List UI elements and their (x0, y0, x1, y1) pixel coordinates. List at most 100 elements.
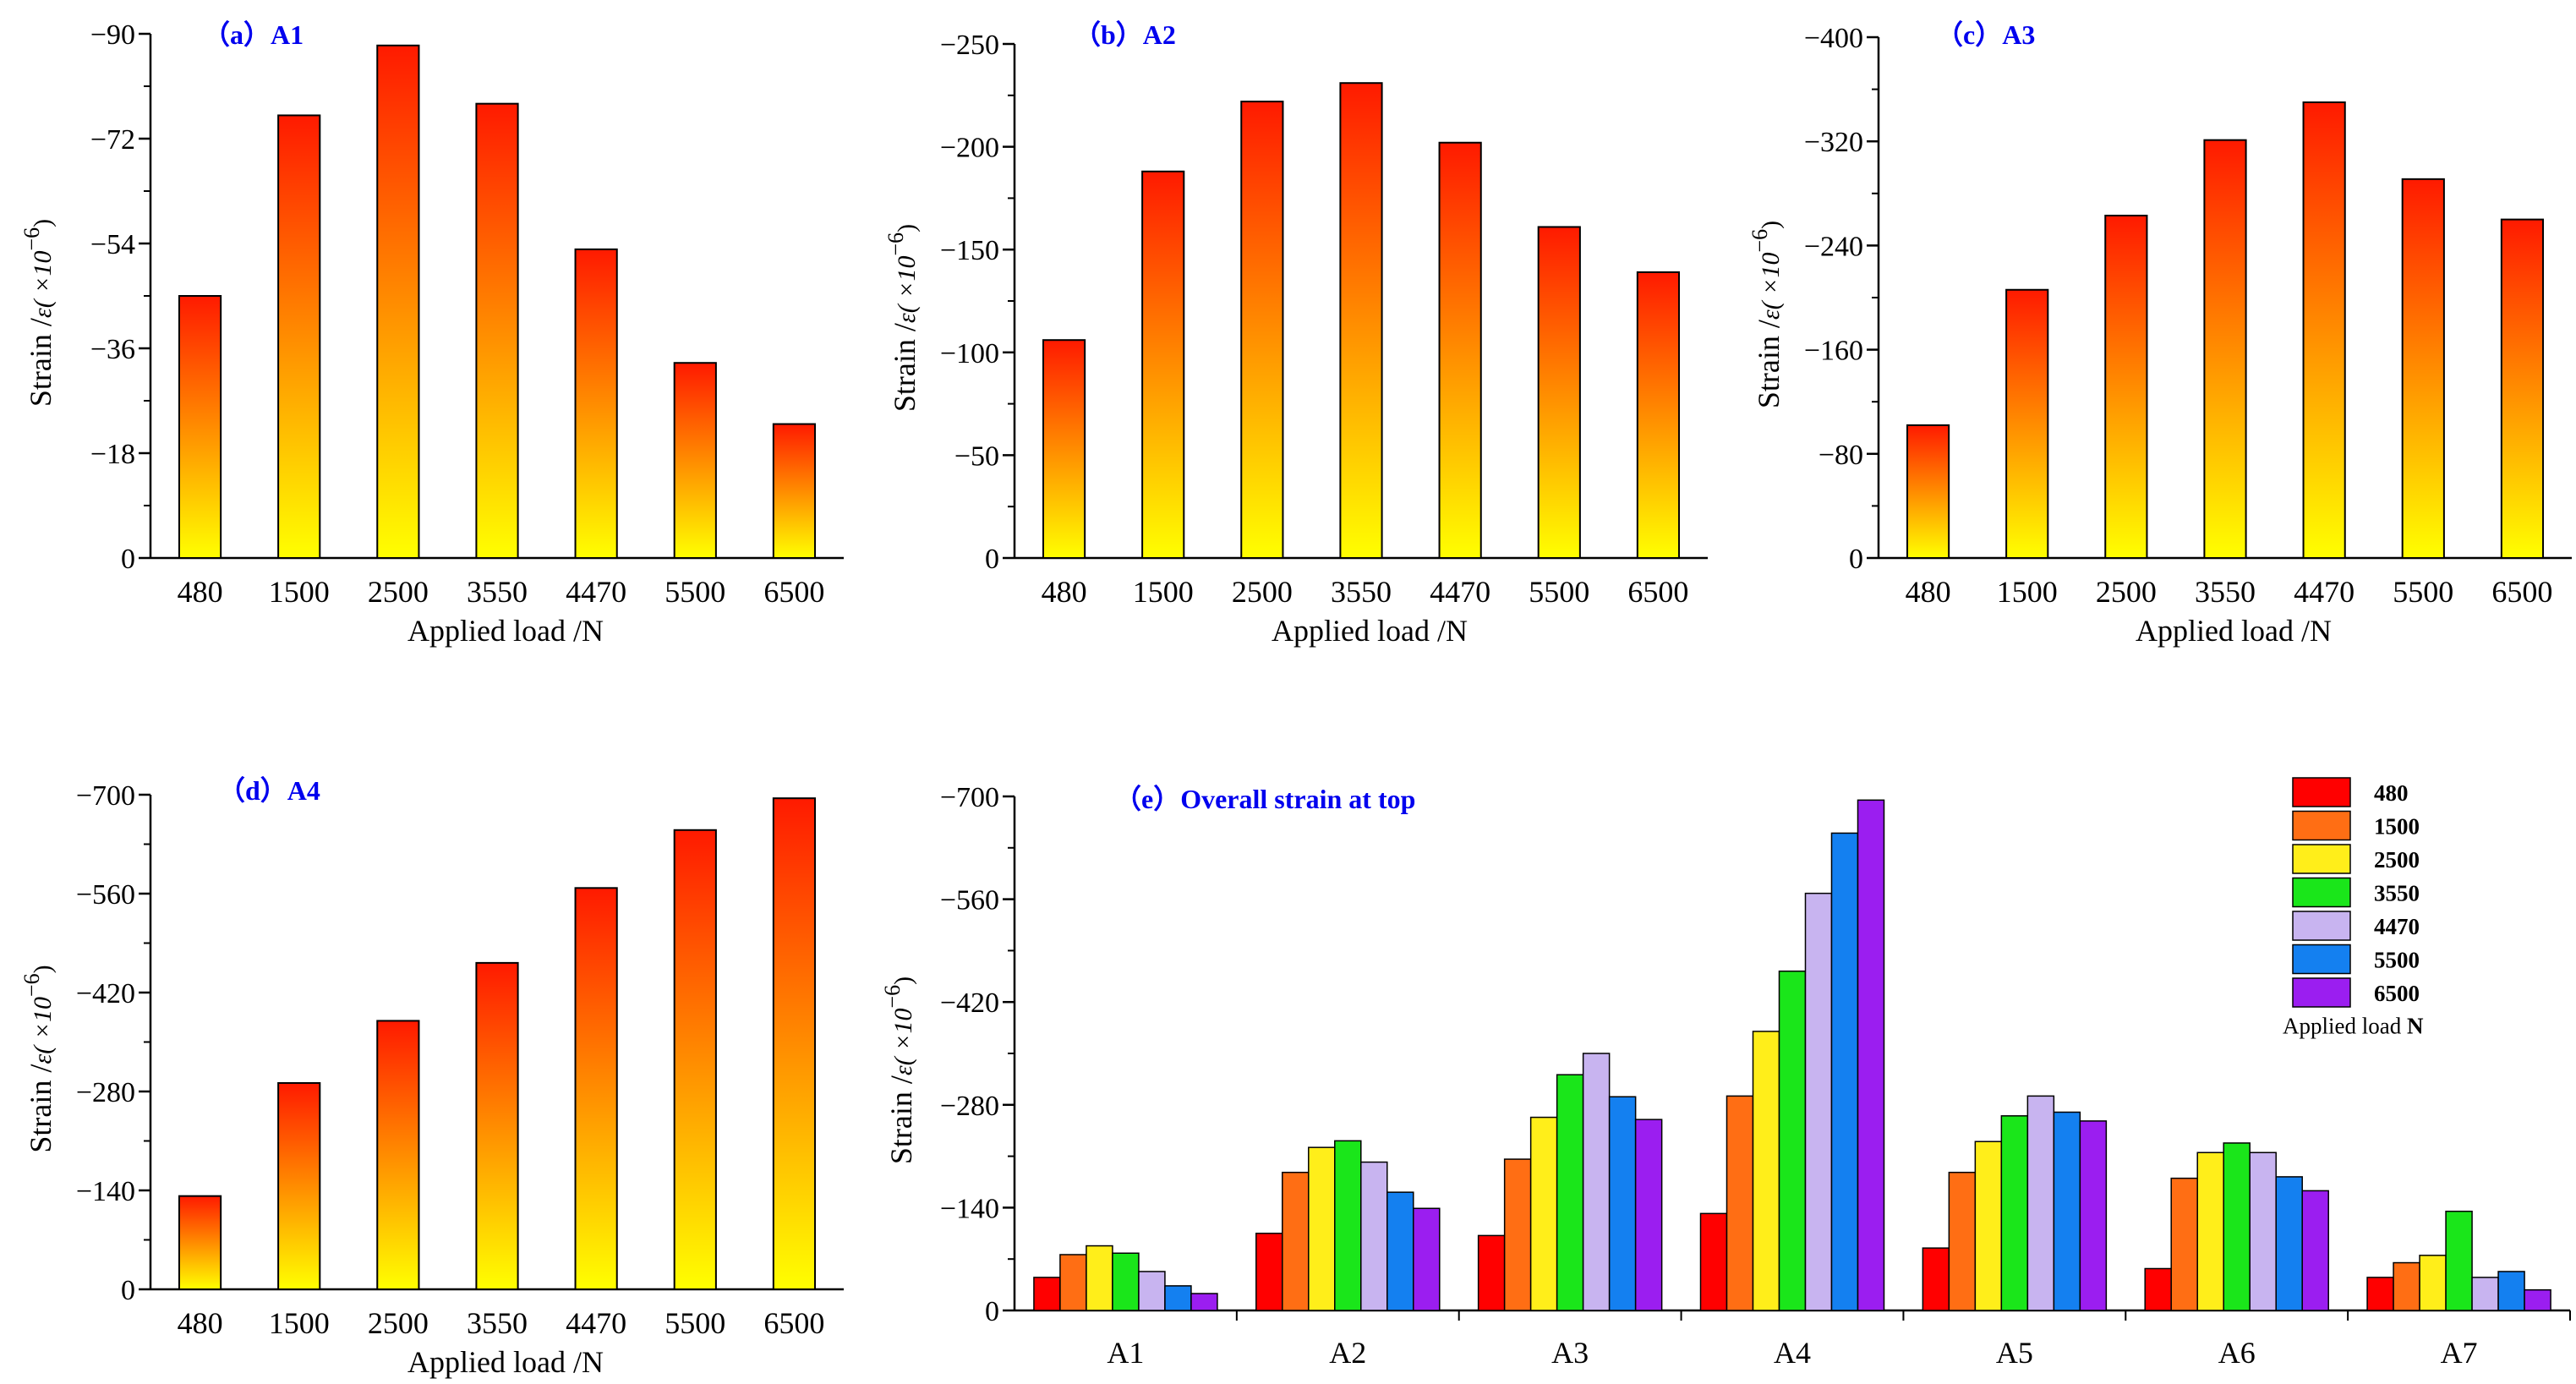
x-tick-label: A2 (1329, 1336, 1366, 1370)
bar-A3-2500 (1529, 1116, 1558, 1311)
bar-3550 (1339, 82, 1383, 559)
y-tick-label: −90 (90, 19, 135, 51)
y-tick-label: −72 (90, 124, 135, 156)
x-tick-label: 1500 (1997, 575, 2058, 609)
x-tick-label: 6500 (1627, 575, 1688, 609)
bar-3550 (2203, 139, 2247, 559)
bar-1500 (2005, 288, 2049, 559)
panel-title: （b）A2 (1074, 19, 1176, 50)
panel-a-a1: 0 −18 −36 −54 −72 −90 Strain /ε( ×10−6) （a）A1 48… (19, 19, 844, 648)
bar-A7-6500 (2524, 1288, 2551, 1311)
legend-label-2500: 2500 (2374, 847, 2420, 873)
y-tick-label: 0 (1849, 544, 1863, 575)
bar-5500 (1537, 226, 1581, 559)
bar-A6-6500 (2301, 1190, 2329, 1311)
panel-title: （d）A4 (218, 775, 320, 806)
bar-A3-4470 (1582, 1053, 1611, 1311)
legend-swatch-1500 (2292, 810, 2351, 841)
bar-5500 (673, 829, 717, 1290)
bar-4470 (574, 248, 618, 559)
bar-A4-480 (1699, 1212, 1728, 1311)
bar-A7-5500 (2497, 1271, 2525, 1311)
bar-6500 (772, 423, 817, 559)
bar-A2-6500 (1413, 1207, 1441, 1311)
y-tick-label: −100 (940, 338, 999, 369)
x-tick-label: 480 (178, 575, 223, 609)
bar-4470 (1438, 141, 1482, 559)
y-tick-label: −560 (76, 879, 135, 911)
y-tick-label: 0 (121, 544, 135, 575)
bar-A4-2500 (1752, 1031, 1780, 1311)
legend-label-480: 480 (2374, 780, 2409, 806)
x-tick-label: 2500 (368, 575, 429, 609)
bar-1500 (277, 1081, 321, 1290)
y-tick-label: −560 (940, 885, 999, 916)
y-axis-label: Strain /ε( ×10−6) (1747, 221, 1786, 408)
bar-6500 (772, 797, 817, 1290)
x-tick-label: 480 (178, 1306, 223, 1340)
y-tick-label: −400 (1804, 23, 1863, 54)
y-tick-label: −80 (1819, 440, 1863, 471)
x-tick-label: 5500 (1529, 575, 1589, 609)
y-axis-label: Strain /ε( ×10−6) (19, 219, 57, 407)
x-tick-label: A5 (1996, 1336, 2033, 1370)
bar-A5-2500 (1974, 1141, 2003, 1311)
bar-A1-5500 (1164, 1285, 1192, 1311)
bar-4470 (2302, 101, 2346, 559)
bar-A1-480 (1033, 1277, 1061, 1311)
x-tick-label: 5500 (2393, 575, 2453, 609)
x-tick-label: 3550 (2195, 575, 2256, 609)
y-tick-label: −700 (940, 782, 999, 813)
x-tick-label: 6500 (763, 575, 824, 609)
bar-3550 (475, 102, 519, 559)
bar-A7-1500 (2393, 1261, 2420, 1311)
bar-5500 (2401, 178, 2445, 560)
legend: 480 1500 2500 3550 4470 5500 6500 Applied load … (2283, 777, 2424, 1039)
x-tick-label: 3550 (467, 1306, 528, 1340)
y-tick-label: −700 (76, 780, 135, 812)
bar-2500 (376, 44, 420, 560)
bar-3550 (475, 961, 519, 1291)
panel-title: （a）A1 (203, 19, 304, 50)
bar-480 (178, 295, 222, 559)
y-tick-label: −140 (940, 1193, 999, 1224)
bar-A1-3550 (1112, 1252, 1140, 1311)
bar-1500 (1141, 170, 1185, 559)
bar-A1-1500 (1059, 1254, 1087, 1311)
x-tick-label: A7 (2441, 1336, 2478, 1370)
x-tick-label: A3 (1551, 1336, 1589, 1370)
bar-6500 (2500, 218, 2545, 559)
bar-A2-4470 (1360, 1161, 1388, 1311)
bar-A6-3550 (2223, 1142, 2251, 1311)
legend-label-4470: 4470 (2374, 914, 2420, 939)
bar-A4-3550 (1778, 970, 1807, 1311)
y-tick-label: −320 (1804, 127, 1863, 158)
x-tick-label: 1500 (269, 1306, 330, 1340)
bar-A3-480 (1477, 1234, 1506, 1311)
bar-A6-2500 (2196, 1152, 2224, 1311)
bar-A3-3550 (1556, 1074, 1584, 1311)
x-tick-label: 6500 (2491, 575, 2552, 609)
bar-A1-2500 (1086, 1245, 1113, 1311)
y-tick-label: −140 (76, 1176, 135, 1207)
legend-swatch-3550 (2292, 877, 2351, 908)
x-tick-label: A6 (2218, 1336, 2256, 1370)
bar-A2-3550 (1334, 1140, 1362, 1311)
y-tick-label: −50 (954, 440, 999, 472)
x-axis-label: Applied load /N (1272, 614, 1468, 648)
y-tick-label: 0 (121, 1275, 135, 1306)
bar-A4-6500 (1857, 799, 1885, 1311)
bar-2500 (376, 1020, 420, 1291)
x-tick-label: 4470 (566, 575, 626, 609)
x-tick-label: 480 (1906, 575, 1951, 609)
x-axis-label: Applied load /N (2136, 614, 2332, 648)
bar-480 (1042, 339, 1086, 559)
y-tick-label: −250 (940, 30, 999, 61)
panel-c-a3: 0 −80 −160 −240 −320 −400 Strain /ε( ×10−6) （c）… (1747, 19, 2572, 648)
panel-title: （e）Overall strain at top (1114, 784, 1415, 814)
bar-A6-5500 (2275, 1176, 2303, 1311)
y-tick-label: −160 (1804, 336, 1863, 367)
bar-A7-2500 (2419, 1255, 2447, 1311)
x-tick-label: 4470 (2294, 575, 2354, 609)
